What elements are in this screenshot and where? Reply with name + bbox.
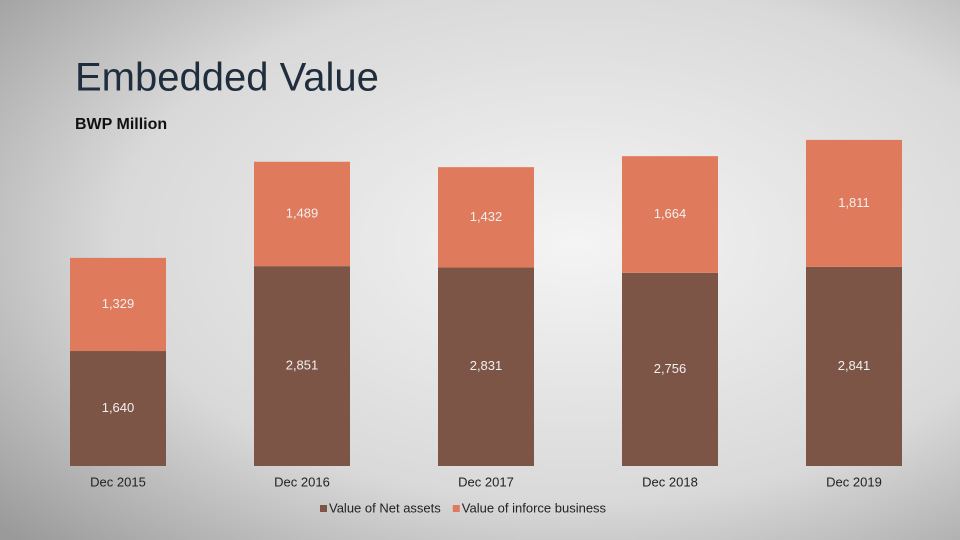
x-tick-label: Dec 2019: [826, 474, 882, 489]
bar-segment: [254, 161, 350, 267]
bar-segment: [438, 267, 534, 466]
value-label: 1,664: [654, 206, 687, 221]
legend-label: Value of Net assets: [329, 500, 441, 515]
value-label: 1,640: [102, 400, 135, 415]
value-label: 1,811: [838, 195, 870, 210]
x-tick-label: Dec 2018: [642, 474, 698, 489]
bar-segment: [622, 156, 718, 273]
chart-title: Embedded Value: [75, 56, 379, 100]
bar-segment: [806, 266, 902, 466]
x-tick-label: Dec 2017: [458, 474, 514, 489]
legend-swatch: [320, 505, 327, 512]
value-label: 2,841: [838, 358, 871, 373]
bar-segment: [70, 257, 166, 352]
bar-segment: [806, 139, 902, 267]
bar-segment: [622, 272, 718, 466]
x-tick-label: Dec 2015: [90, 474, 146, 489]
value-label: 2,851: [286, 358, 319, 373]
value-label: 1,489: [286, 205, 319, 220]
x-tick-label: Dec 2016: [274, 474, 330, 489]
value-label: 2,756: [654, 361, 687, 376]
legend-swatch: [452, 505, 460, 512]
bar-segment: [438, 167, 534, 268]
bar-segment: [254, 266, 350, 466]
value-label: 1,329: [102, 296, 135, 311]
value-label: 1,432: [470, 209, 503, 224]
bar-segment: [70, 351, 166, 466]
chart-subtitle: BWP Million: [75, 116, 167, 133]
legend-label: Value of inforce business: [462, 500, 607, 515]
value-label: 2,831: [470, 358, 503, 373]
